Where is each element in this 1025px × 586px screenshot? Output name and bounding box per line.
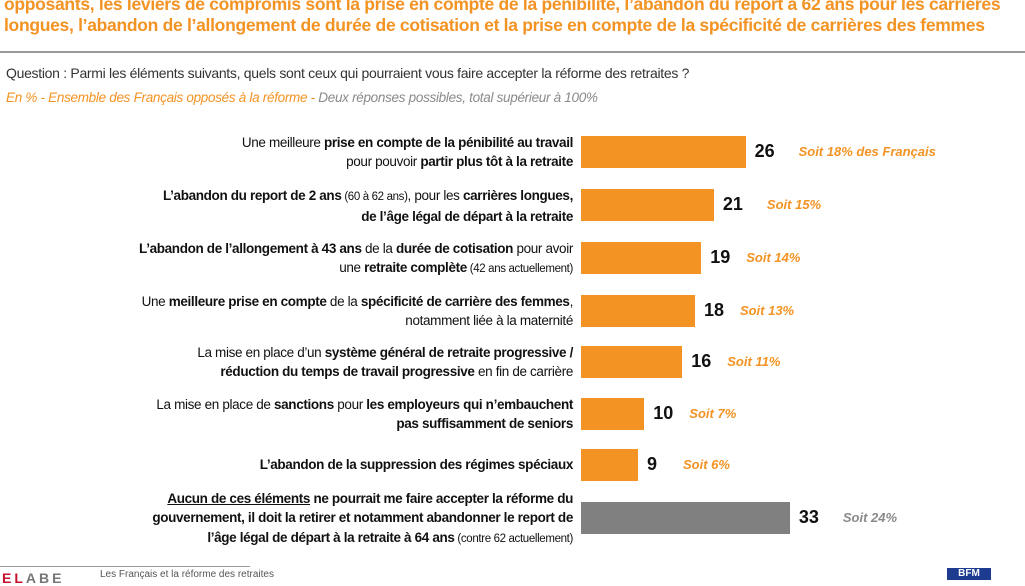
label-segment: La mise en place de	[156, 396, 274, 412]
label-segment: (42 ans actuellement)	[466, 263, 574, 275]
category-label: Une meilleure prise en compte de la péni…	[241, 133, 574, 172]
category-label: La mise en place de sanctions pour les e…	[156, 395, 573, 434]
label-segment: carrières longues,	[462, 187, 573, 203]
bar-value-label: 21	[722, 194, 743, 214]
label-segment: gouvernement, il doit la retirer et nota…	[152, 510, 573, 526]
label-segment: système général de retraite progressive …	[324, 344, 574, 360]
population-share-annotation: Soit 18% des Français	[798, 144, 936, 159]
bfm-logo: BFM	[947, 568, 991, 580]
subtitle-population: En % - Ensemble des Français opposés à l…	[6, 90, 319, 105]
slide-title: opposants, les leviers de compromis sont…	[4, 0, 1025, 36]
label-segment: de l’âge légal de départ à la retraite	[361, 209, 573, 224]
label-segment: Une meilleure	[241, 134, 324, 150]
question-text: Question : Parmi les éléments suivants, …	[6, 65, 690, 81]
population-share-annotation: Soit 6%	[682, 457, 730, 472]
label-segment: Aucun de ces éléments	[167, 490, 311, 506]
bar	[581, 346, 683, 378]
label-segment: (contre 62 actuellement)	[454, 532, 573, 545]
label-segment: une	[339, 260, 365, 275]
label-segment: , pour les	[407, 187, 463, 203]
subtitle: En % - Ensemble des Français opposés à l…	[6, 90, 598, 105]
label-segment: L’abandon de l’allongement à 43 ans	[139, 240, 362, 256]
label-segment: L’abandon du report de 2 ans	[163, 187, 342, 203]
label-segment: La mise en place d’un	[197, 344, 325, 360]
category-label: L’abandon du report de 2 ans (60 à 62 an…	[163, 186, 573, 227]
divider	[0, 51, 1025, 53]
label-segment: meilleure prise en compte	[168, 293, 327, 309]
label-segment: sanctions	[273, 396, 334, 412]
label-segment: (60 à 62 ans)	[341, 190, 408, 203]
category-label: Une meilleure prise en compte de la spéc…	[141, 292, 574, 331]
label-segment: ,	[569, 293, 574, 309]
population-share-annotation: Soit 15%	[766, 197, 822, 212]
label-segment: pour avoir	[513, 240, 573, 256]
bar	[581, 295, 695, 327]
category-label: Aucun de ces éléments ne pourrait me fai…	[152, 489, 573, 550]
label-segment: réduction du temps de travail progressiv…	[220, 364, 475, 379]
label-segment: prise en compte de la pénibilité au trav…	[323, 134, 573, 150]
bar-value-label: 19	[710, 247, 731, 267]
label-segment: notamment liée à la maternité	[405, 313, 573, 328]
bar-value-label: 26	[754, 141, 775, 161]
elabe-logo: ELABE	[2, 570, 65, 586]
label-segment: l’âge légal de départ à la retraite à 64…	[207, 529, 455, 545]
title-line-1: opposants, les leviers de compromis sont…	[4, 0, 1001, 14]
bar	[581, 136, 746, 168]
label-segment: Une	[141, 293, 169, 309]
bar-value-label: 16	[691, 351, 712, 371]
category-label: L’abandon de l’allongement à 43 ans de l…	[139, 239, 573, 280]
label-segment: de la	[361, 240, 396, 256]
label-segment: pas suffisamment de seniors	[396, 416, 573, 431]
bar	[581, 502, 790, 534]
label-segment: spécificité de carrière des femmes	[360, 293, 570, 309]
bar	[581, 189, 714, 221]
label-segment: en fin de carrière	[474, 364, 573, 379]
population-share-annotation: Soit 11%	[727, 354, 781, 369]
population-share-annotation: Soit 14%	[746, 250, 801, 265]
subtitle-note: Deux réponses possibles, total supérieur…	[318, 90, 598, 105]
bar	[581, 398, 645, 430]
bar	[581, 242, 702, 274]
label-segment: les employeurs qui n’embauchent	[366, 396, 573, 412]
footer-divider	[0, 566, 250, 567]
population-share-annotation: Soit 24%	[842, 510, 898, 525]
category-label: L’abandon de la suppression des régimes …	[259, 455, 574, 475]
population-share-annotation: Soit 13%	[739, 303, 795, 318]
footer-text: Les Français et la réforme des retraites	[100, 569, 274, 580]
population-share-annotation: Soit 7%	[689, 406, 737, 421]
label-segment: partir plus tôt à la retraite	[420, 154, 573, 169]
bar-value-label: 9	[646, 454, 657, 474]
bar	[581, 449, 638, 481]
label-segment: L’abandon de la suppression des régimes …	[259, 457, 574, 473]
label-segment: de la	[326, 293, 361, 309]
category-label: La mise en place d’un système général de…	[197, 343, 573, 382]
bar-value-label: 33	[798, 507, 819, 527]
bar-value-label: 10	[653, 403, 674, 423]
label-segment: durée de cotisation	[395, 240, 514, 256]
title-line-2: longues, l’abandon de l’allongement de d…	[4, 15, 985, 35]
bar-value-label: 18	[703, 300, 724, 320]
label-segment: retraite complète	[364, 260, 467, 275]
label-segment: pour pouvoir	[346, 154, 421, 169]
label-segment: ne pourrait me faire accepter la réforme…	[310, 490, 573, 506]
label-segment: pour	[333, 396, 367, 412]
